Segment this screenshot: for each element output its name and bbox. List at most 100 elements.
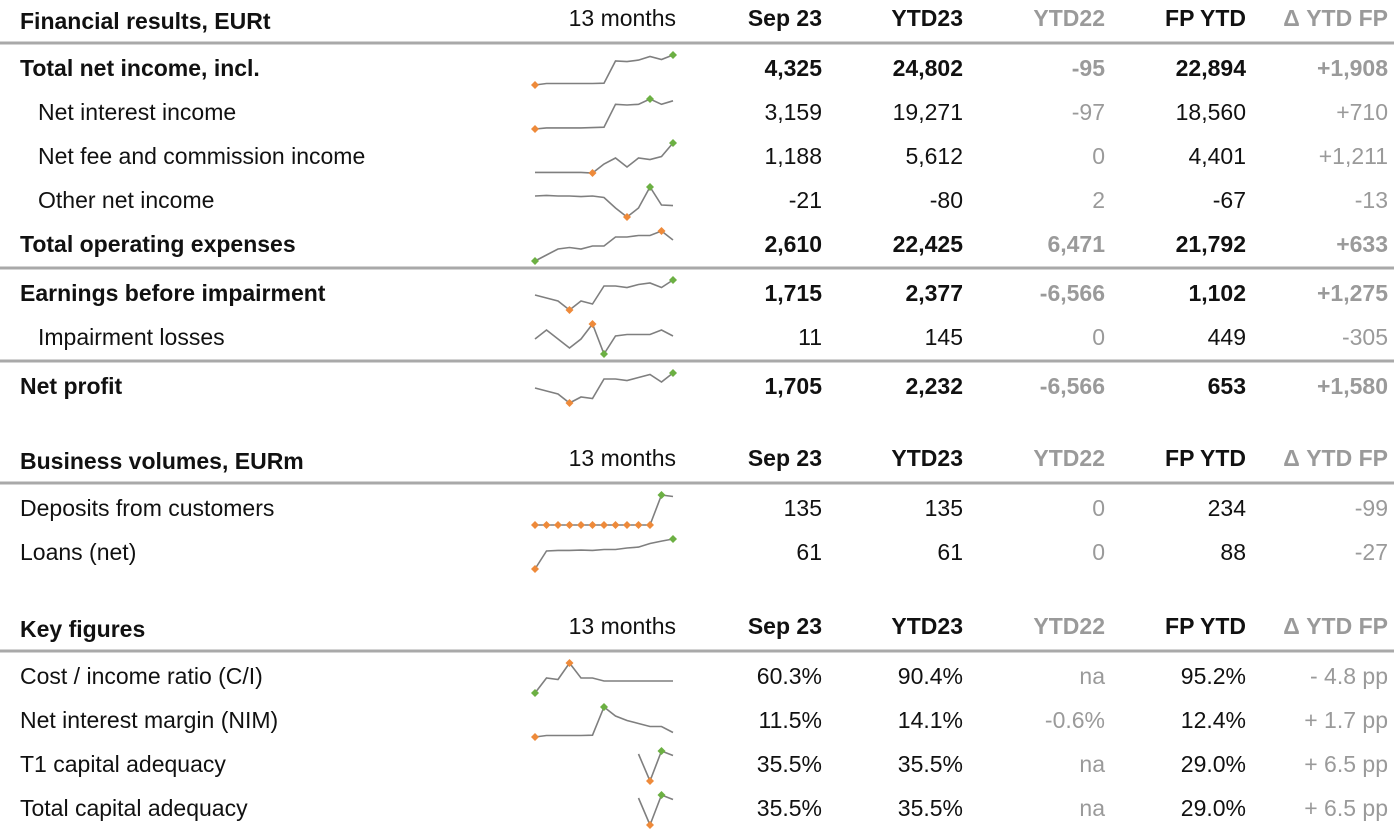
row-label: Cost / income ratio (C/I)	[20, 663, 263, 689]
spark-marker	[531, 257, 539, 265]
cell-value: na	[1079, 795, 1105, 821]
cell-value: 95.2%	[1181, 663, 1246, 689]
spark-marker	[634, 521, 643, 529]
spark-marker	[542, 521, 551, 529]
cell-value: 1,715	[764, 280, 822, 306]
header-cell: 13 months	[569, 613, 676, 639]
spark-marker	[646, 95, 654, 103]
row-label: T1 capital adequacy	[20, 751, 226, 777]
header-rule	[0, 481, 1394, 485]
header-cell: Business volumes, EURm	[20, 448, 304, 474]
spark-marker	[600, 703, 608, 711]
spark-marker	[531, 565, 539, 573]
header-cell: Sep 23	[748, 445, 822, 471]
cell-value: -6,566	[1040, 373, 1105, 399]
cell-value: + 6.5 pp	[1304, 795, 1388, 821]
cell-value: 21,792	[1176, 231, 1246, 257]
spark-marker	[588, 521, 597, 529]
spark-marker	[565, 399, 574, 407]
sparkline	[534, 372, 674, 404]
spark-marker	[531, 125, 539, 133]
cell-value: 1,705	[764, 373, 822, 399]
cell-value: +710	[1336, 99, 1388, 125]
cell-value: 2	[1092, 187, 1105, 213]
cell-value: 11	[798, 324, 822, 350]
header-cell: FP YTD	[1165, 5, 1246, 31]
spark-marker	[657, 747, 666, 755]
row-label: Total operating expenses	[20, 231, 296, 257]
spark-marker	[554, 521, 562, 529]
spark-marker	[565, 659, 574, 667]
cell-value: +1,211	[1319, 143, 1388, 169]
cell-value: 61	[937, 539, 963, 565]
cell-value: 135	[784, 495, 822, 521]
cell-value: 35.5%	[757, 795, 822, 821]
sparkline	[534, 538, 674, 570]
cell-value: 6,471	[1047, 231, 1105, 257]
section-rule	[0, 266, 1394, 270]
spark-marker	[657, 791, 666, 799]
cell-value: - 4.8 pp	[1310, 663, 1388, 689]
cell-value: -80	[930, 187, 963, 213]
sparkline	[534, 230, 674, 262]
header-cell: Δ YTD FP	[1283, 5, 1388, 31]
spark-marker	[600, 521, 608, 529]
cell-value: + 1.7 pp	[1304, 707, 1388, 733]
row-label: Total capital adequacy	[20, 795, 248, 821]
header-cell: YTD23	[891, 445, 963, 471]
cell-value: 1,188	[764, 143, 822, 169]
cell-value: 14.1%	[898, 707, 963, 733]
spark-marker	[600, 350, 608, 358]
cell-value: 0	[1092, 143, 1105, 169]
cell-value: 29.0%	[1181, 751, 1246, 777]
cell-value: 60.3%	[757, 663, 822, 689]
cell-value: +633	[1336, 231, 1388, 257]
sparkline	[534, 279, 674, 312]
cell-value: -95	[1072, 55, 1105, 81]
cell-value: -99	[1355, 495, 1388, 521]
cell-value: 449	[1208, 324, 1246, 350]
header-cell: 13 months	[569, 5, 676, 31]
cell-value: 11.5%	[758, 707, 822, 733]
header-cell: YTD22	[1033, 445, 1105, 471]
spark-marker	[531, 521, 539, 529]
spark-marker	[588, 169, 597, 177]
header-rule	[0, 41, 1394, 45]
spark-marker	[646, 777, 654, 785]
row-label: Net interest margin (NIM)	[20, 707, 278, 733]
cell-value: +1,580	[1317, 373, 1388, 399]
row-label: Total net income, incl.	[20, 55, 260, 81]
cell-value: -21	[789, 187, 822, 213]
spark-marker	[646, 521, 654, 529]
cell-value: 4,325	[764, 55, 822, 81]
row-label: Loans (net)	[20, 539, 136, 565]
spark-marker	[657, 227, 666, 235]
header-cell: YTD23	[891, 5, 963, 31]
cell-value: -6,566	[1040, 280, 1105, 306]
row-label: Net fee and commission income	[38, 143, 365, 169]
spark-marker	[577, 521, 585, 529]
sparkline	[534, 322, 674, 356]
header-cell: Δ YTD FP	[1283, 613, 1388, 639]
sparkline	[534, 185, 674, 219]
sparkline	[534, 661, 673, 694]
cell-value: 12.4%	[1181, 707, 1246, 733]
cell-value: 234	[1208, 495, 1247, 521]
cell-value: + 6.5 pp	[1304, 751, 1388, 777]
header-cell: Financial results, EURt	[20, 8, 271, 34]
cell-value: 24,802	[893, 55, 963, 81]
cell-value: 2,610	[764, 231, 822, 257]
header-cell: Sep 23	[748, 613, 822, 639]
header-cell: FP YTD	[1165, 445, 1246, 471]
header-cell: YTD23	[891, 613, 963, 639]
cell-value: 22,894	[1176, 55, 1247, 81]
cell-value: na	[1079, 751, 1105, 777]
spark-marker	[623, 521, 631, 529]
sparkline	[535, 142, 674, 174]
spark-marker	[669, 139, 677, 147]
cell-value: -27	[1355, 539, 1388, 565]
cell-value: na	[1079, 663, 1105, 689]
cell-value: 145	[925, 324, 963, 350]
spark-marker	[565, 521, 574, 529]
